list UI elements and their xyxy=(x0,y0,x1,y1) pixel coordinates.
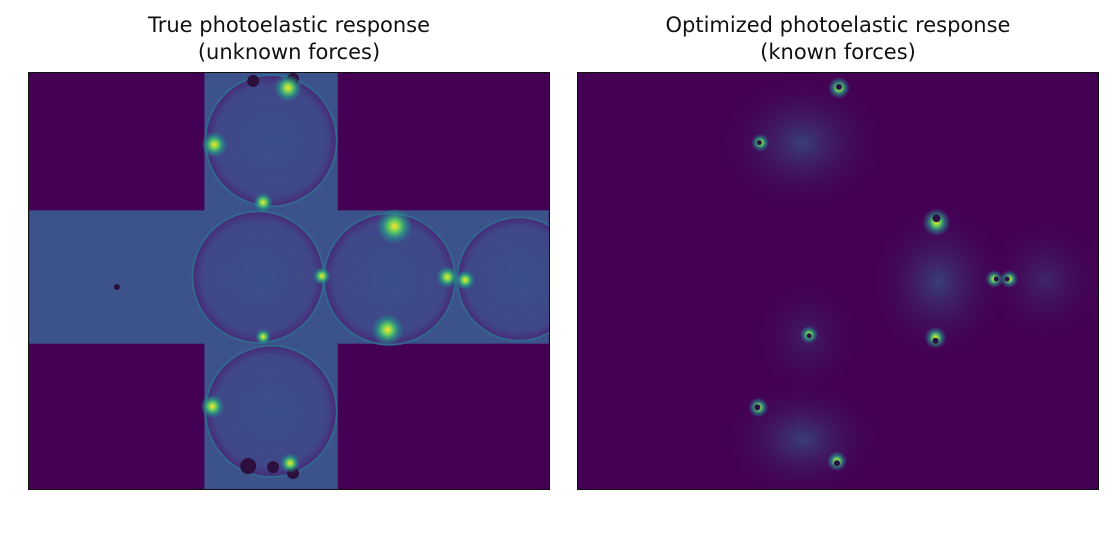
disk-center xyxy=(191,210,325,344)
left-title-line1: True photoelastic response xyxy=(147,13,431,37)
photoelastic-image-optimized xyxy=(578,73,1098,489)
left-panel-title: True photoelastic response (unknown forc… xyxy=(28,12,550,66)
contact-highlights xyxy=(200,73,476,474)
contact-highlights xyxy=(748,76,1019,472)
right-title-line2: (known forces) xyxy=(760,40,916,64)
right-title-line1: Optimized photoelastic response xyxy=(665,13,1011,37)
photoelastic-image-true xyxy=(29,73,549,489)
true-response-panel xyxy=(28,72,550,490)
optimized-response-panel xyxy=(577,72,1099,490)
right-panel-title: Optimized photoelastic response (known f… xyxy=(577,12,1099,66)
left-title-line2: (unknown forces) xyxy=(197,40,381,64)
disk-bottom xyxy=(204,344,338,479)
